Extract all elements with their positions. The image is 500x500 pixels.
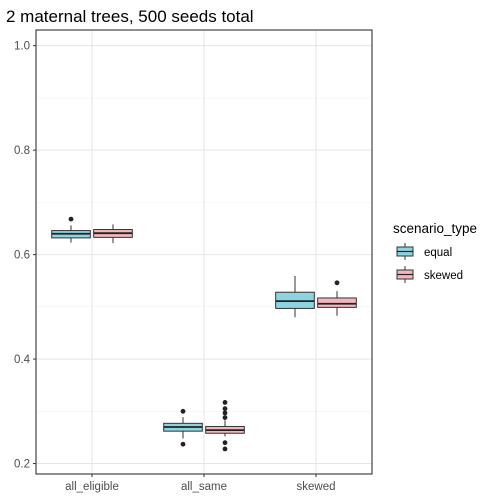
outlier-point bbox=[69, 217, 74, 222]
y-tick-label: 0.6 bbox=[14, 250, 30, 262]
legend-label: skewed bbox=[424, 270, 463, 282]
outlier-point bbox=[223, 410, 228, 415]
y-tick-label: 1.0 bbox=[14, 41, 30, 53]
y-tick-label: 0.4 bbox=[14, 354, 31, 366]
outlier-point bbox=[181, 442, 186, 447]
x-tick-label: skewed bbox=[297, 481, 336, 493]
box-skewed-skewed bbox=[318, 280, 357, 315]
y-tick-label: 0.2 bbox=[14, 459, 30, 471]
outlier-point bbox=[181, 409, 186, 414]
legend-label: equal bbox=[424, 247, 452, 259]
legend: scenario_type equal skewed bbox=[393, 221, 477, 283]
outlier-point bbox=[335, 280, 340, 285]
box-equal-skewed bbox=[276, 276, 315, 317]
outlier-point bbox=[223, 400, 228, 405]
outlier-point bbox=[223, 440, 228, 445]
x-tick-label: all_same bbox=[181, 481, 227, 493]
outlier-point bbox=[223, 415, 228, 420]
box-equal-all_same bbox=[164, 409, 203, 447]
legend-title: scenario_type bbox=[393, 221, 477, 236]
legend-item-skewed: skewed bbox=[397, 266, 463, 283]
x-tick-label: all_eligible bbox=[65, 481, 119, 493]
chart-title: 2 maternal trees, 500 seeds total bbox=[6, 7, 254, 26]
grid bbox=[36, 30, 372, 474]
legend-item-equal: equal bbox=[397, 243, 452, 260]
box-body bbox=[318, 298, 357, 307]
y-tick-label: 0.8 bbox=[14, 145, 30, 157]
box-skewed-all_same bbox=[206, 400, 245, 451]
outlier-point bbox=[223, 447, 228, 452]
box-skewed-all_eligible bbox=[94, 224, 133, 243]
outlier-point bbox=[223, 406, 228, 411]
box-equal-all_eligible bbox=[52, 217, 91, 243]
